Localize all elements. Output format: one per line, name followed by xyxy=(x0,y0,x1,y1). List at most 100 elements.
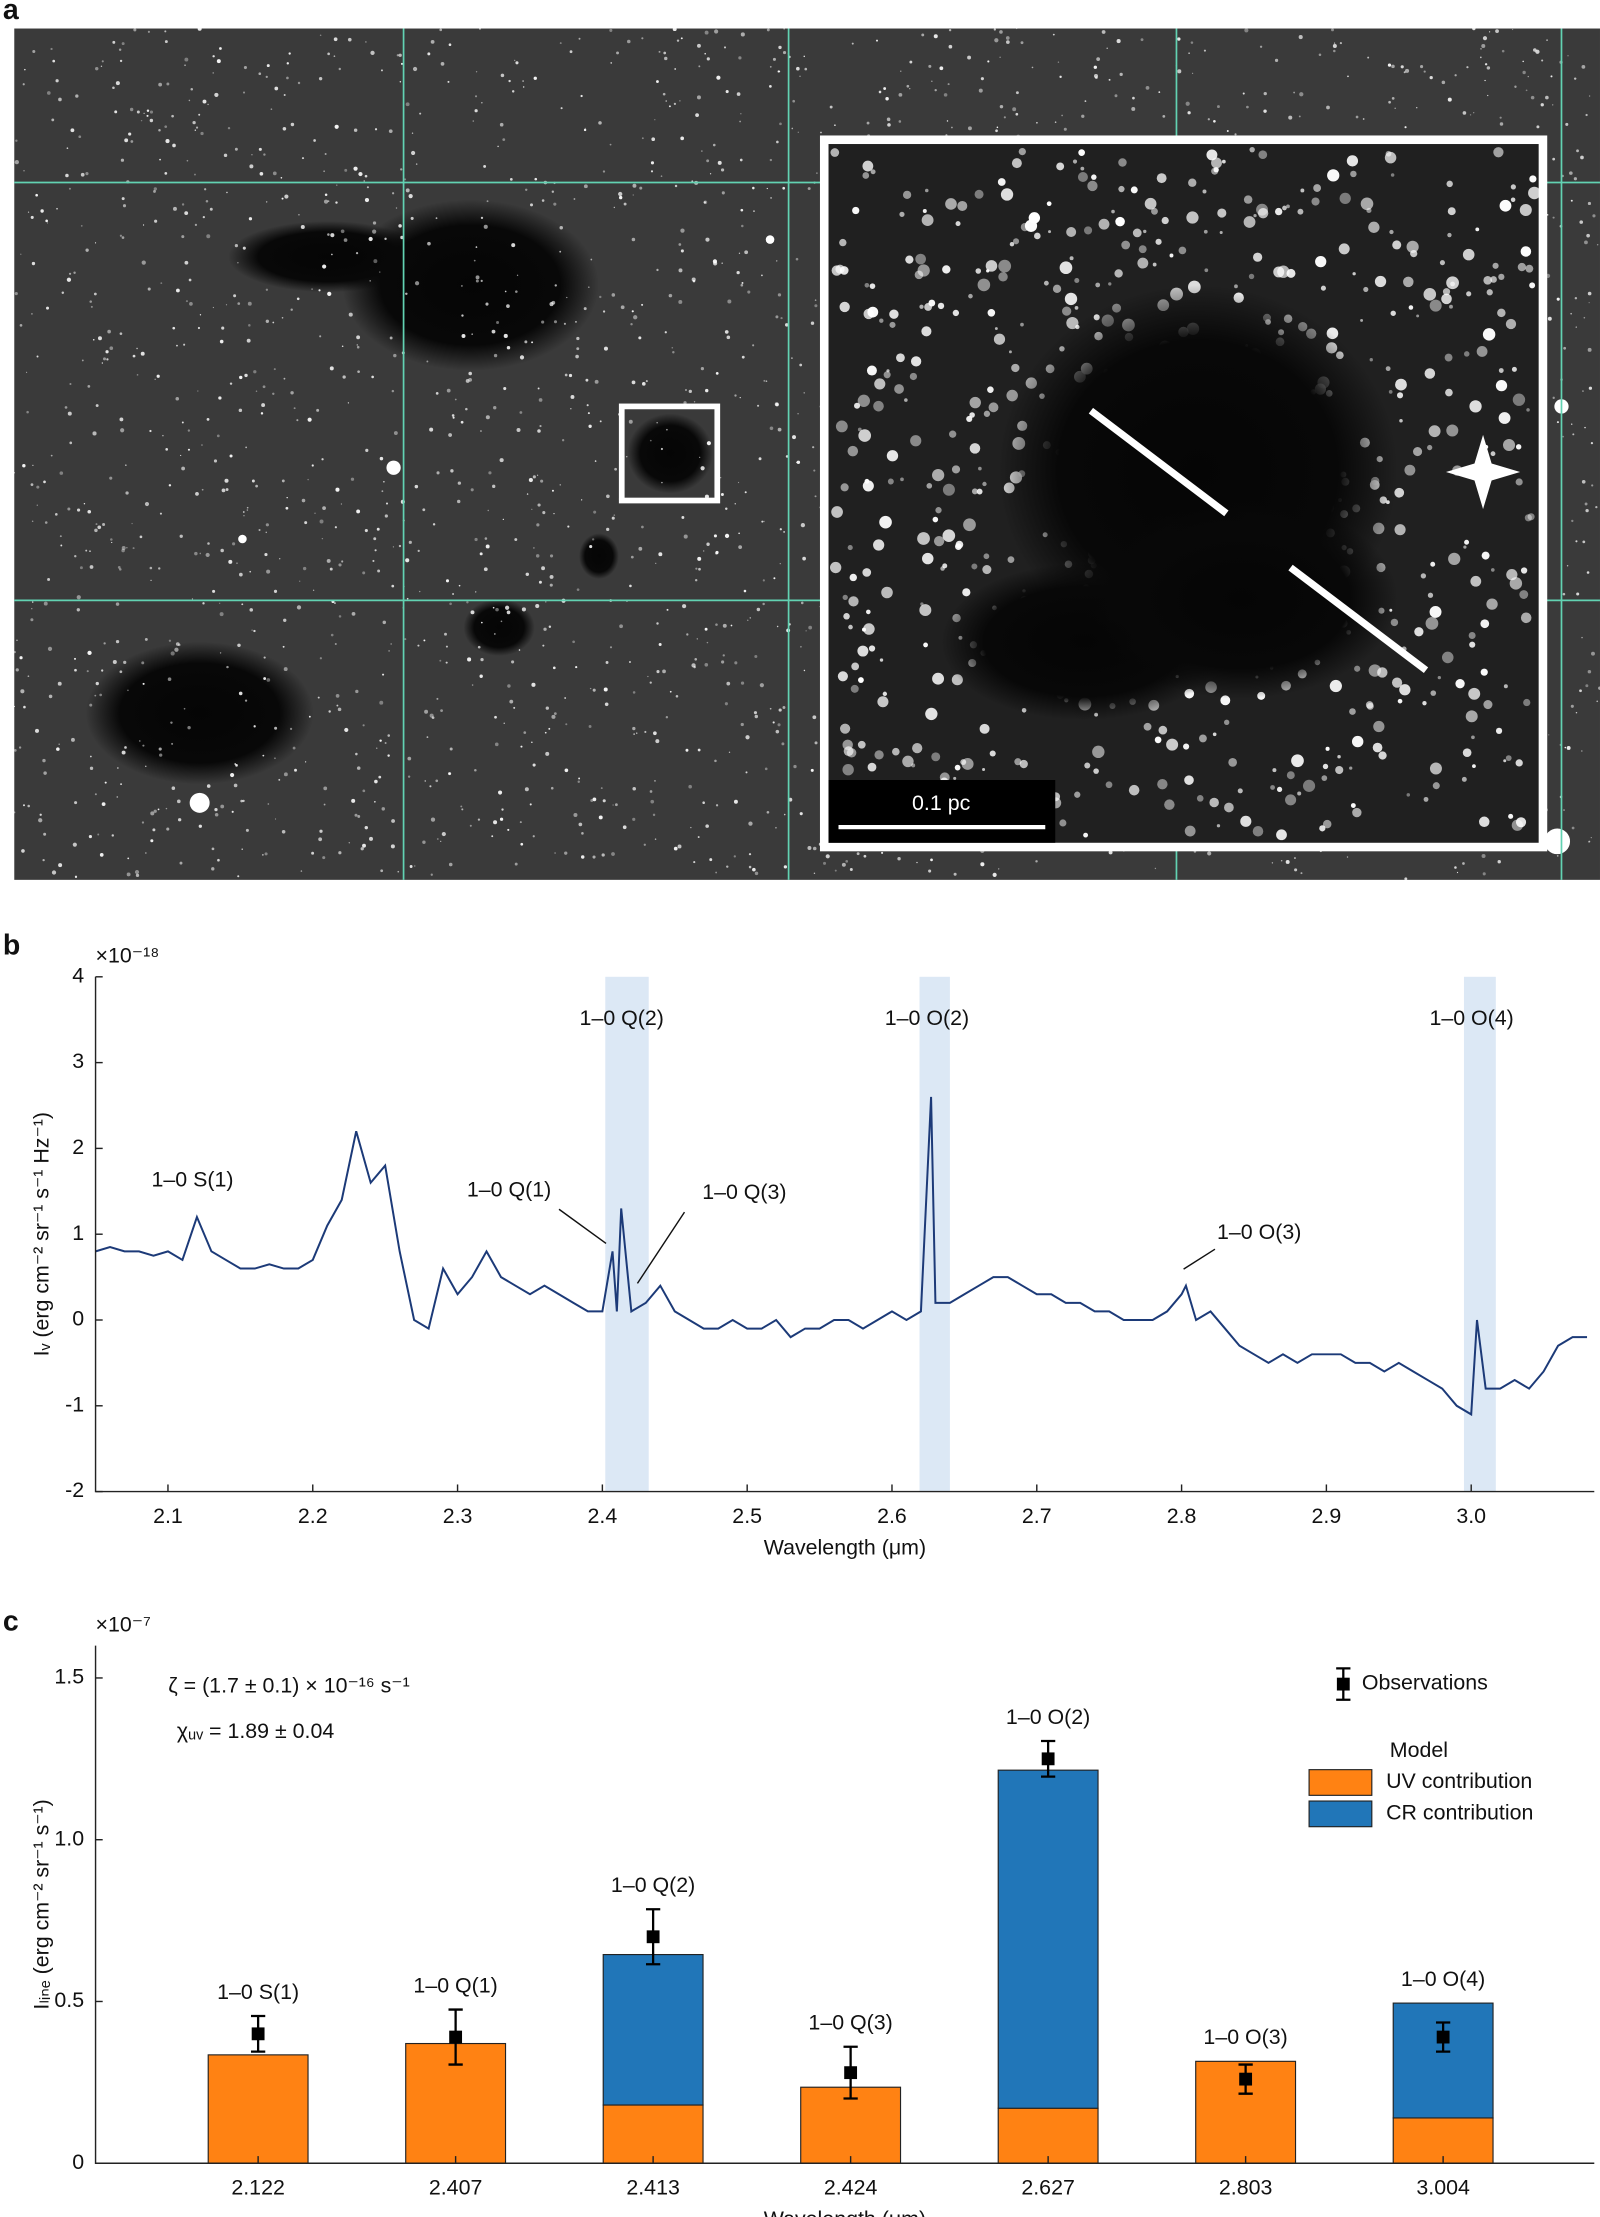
star xyxy=(119,568,122,571)
star xyxy=(337,707,342,712)
star xyxy=(1556,421,1559,424)
star xyxy=(803,669,806,672)
inset-star xyxy=(1011,363,1020,373)
star xyxy=(810,768,814,772)
star xyxy=(46,222,49,224)
legend-swatch xyxy=(1308,1769,1373,1796)
bar-label: 1–0 O(3) xyxy=(1203,2025,1287,2049)
star xyxy=(65,173,69,178)
inset-star xyxy=(1442,288,1451,296)
line-annotation: 1–0 O(4) xyxy=(1429,1006,1513,1030)
star xyxy=(414,865,416,867)
star xyxy=(703,201,707,204)
inset-star xyxy=(863,623,875,635)
star xyxy=(1093,65,1098,69)
star xyxy=(998,868,1000,870)
star xyxy=(783,813,786,816)
inset-star xyxy=(1186,211,1199,224)
star xyxy=(628,419,633,424)
star xyxy=(405,558,410,563)
star xyxy=(723,46,727,49)
star xyxy=(154,219,158,223)
star xyxy=(446,388,451,393)
star xyxy=(698,65,701,68)
star xyxy=(363,180,365,182)
star xyxy=(32,464,34,467)
star xyxy=(43,771,47,775)
star xyxy=(181,466,186,471)
star xyxy=(249,570,252,573)
star xyxy=(738,545,743,549)
star xyxy=(27,675,30,678)
star xyxy=(550,786,554,790)
star xyxy=(22,83,25,86)
x-tick-label: 2.3 xyxy=(443,1504,473,1528)
star xyxy=(813,872,816,875)
bright-star xyxy=(238,534,247,544)
star xyxy=(1454,866,1457,869)
star xyxy=(145,852,147,854)
star xyxy=(241,848,243,850)
star xyxy=(740,32,745,37)
star xyxy=(778,45,782,50)
y-tick-label: 0 xyxy=(72,2150,84,2174)
star xyxy=(146,109,150,112)
inset-star xyxy=(1515,444,1522,450)
star xyxy=(121,236,125,239)
star xyxy=(68,272,72,275)
star xyxy=(1405,68,1410,73)
star xyxy=(261,403,266,407)
star xyxy=(166,827,170,831)
star xyxy=(1575,711,1578,714)
star xyxy=(393,431,398,435)
star xyxy=(649,439,652,442)
star xyxy=(188,278,192,282)
x-tick-label: 2.803 xyxy=(1219,2176,1273,2200)
star xyxy=(175,642,180,646)
star xyxy=(362,724,365,727)
star xyxy=(1545,95,1549,100)
inset-star xyxy=(1448,552,1461,566)
star xyxy=(803,392,805,394)
star xyxy=(233,294,237,298)
star xyxy=(348,312,353,317)
star xyxy=(697,43,701,48)
star xyxy=(1546,39,1548,42)
star xyxy=(319,34,322,37)
star xyxy=(509,699,514,704)
inset-star xyxy=(1282,205,1287,211)
star xyxy=(602,310,606,313)
star xyxy=(171,786,176,790)
star xyxy=(89,766,94,770)
inset-star xyxy=(864,282,870,288)
star xyxy=(632,726,636,731)
star xyxy=(610,62,613,64)
inset-star xyxy=(1413,447,1423,457)
inset-star xyxy=(1144,197,1157,210)
star xyxy=(441,832,446,837)
star xyxy=(97,525,102,530)
star xyxy=(118,48,122,52)
star xyxy=(1187,111,1191,115)
star xyxy=(934,89,937,92)
star xyxy=(371,375,374,379)
star xyxy=(238,691,243,696)
inset-star xyxy=(1074,277,1080,284)
star xyxy=(1469,114,1472,116)
star xyxy=(834,869,837,872)
star xyxy=(766,28,770,32)
star xyxy=(763,520,765,523)
star xyxy=(714,759,717,763)
star xyxy=(457,499,461,504)
star xyxy=(31,261,36,266)
star xyxy=(85,248,89,252)
star xyxy=(528,477,533,483)
highlight-band xyxy=(605,976,649,1492)
star xyxy=(206,784,211,788)
star xyxy=(765,380,768,382)
star xyxy=(1497,859,1501,864)
inset-star xyxy=(1128,784,1140,796)
star xyxy=(921,33,925,37)
star xyxy=(604,702,609,707)
